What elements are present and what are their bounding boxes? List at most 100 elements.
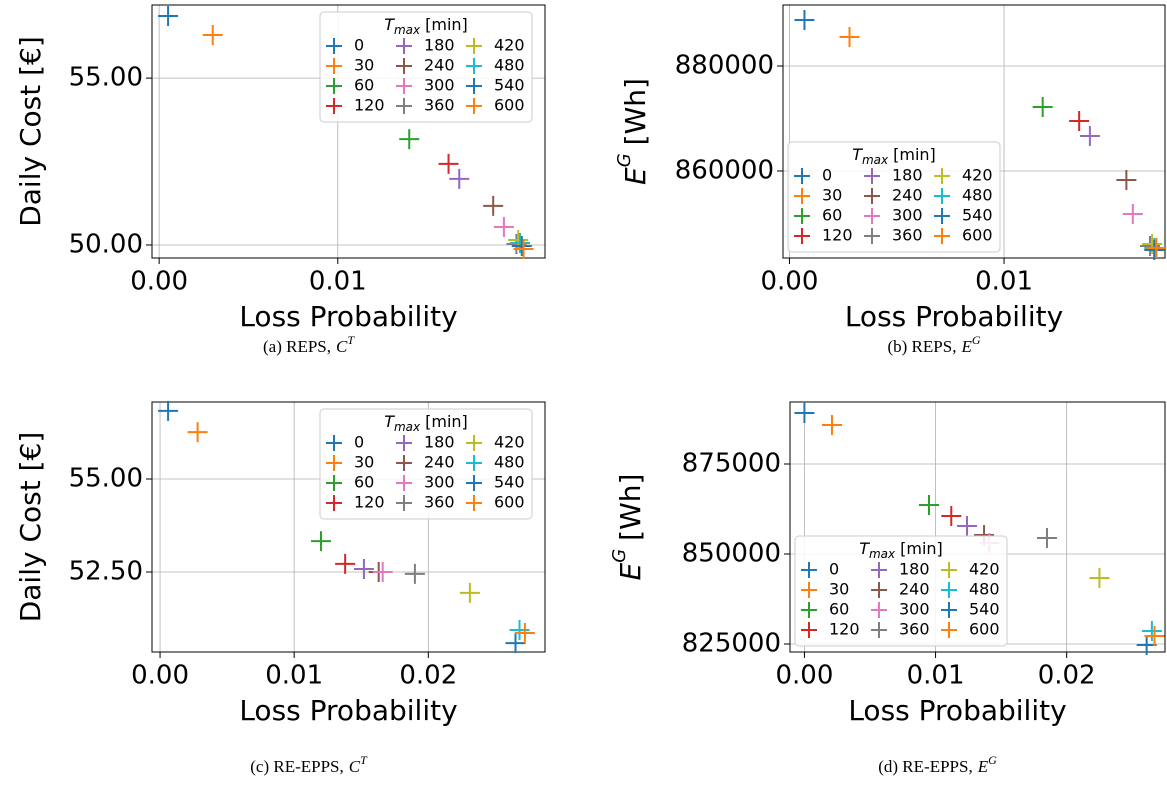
legend-label: 480 [969,580,1000,599]
point [509,620,530,641]
y-axis-label: Daily Cost [€] [14,36,47,227]
caption-text: (d) RE-EPPS, [878,757,972,776]
caption-text: (c) RE-EPPS, [250,757,344,776]
legend-title-sub: max [869,547,896,561]
legend-label: 180 [424,433,455,452]
legend-label: 30 [354,56,374,75]
legend-label: 240 [424,453,455,472]
legend-marker [934,228,950,244]
y-tick-label: 825000 [682,629,781,659]
y-axis-label: EG [Wh] [609,474,647,581]
y-tick-label: 860000 [675,156,774,186]
legend-label: 480 [494,56,525,75]
y-tick-label: 52.50 [69,557,143,587]
x-tick-label: 0.00 [775,661,833,691]
legend-label: 600 [969,620,1000,639]
y-tick-label: 50.00 [69,229,143,259]
legend-label: 120 [354,493,385,512]
caption-math: E [960,337,972,356]
legend-title: Tmax [min] [859,539,943,561]
legend-label: 240 [899,580,930,599]
point [372,562,393,583]
legend-title-sub: max [862,153,889,167]
legend-marker [396,435,412,451]
legend-title-rest: [min] [425,15,468,34]
point [839,26,860,47]
point [335,553,356,574]
legend-marker [466,455,482,471]
legend-box [787,141,1001,253]
point [821,415,842,436]
legend-marker [326,495,342,511]
legend-marker [941,602,957,618]
legend-label: 180 [424,36,455,55]
legend-box [319,11,533,123]
legend-title-main: T [384,412,395,431]
point [794,402,815,423]
point [1032,97,1053,118]
legend-label: 540 [969,600,1000,619]
point [941,505,962,526]
y-tick-label: 875000 [682,448,781,478]
legend-label: 60 [354,76,374,95]
caption-text: (a) REPS, [263,337,331,356]
legend-marker [326,435,342,451]
point [493,216,514,237]
legend-marker [864,168,880,184]
x-tick-label: 0.00 [130,267,188,297]
legend-label: 0 [829,560,839,579]
legend-marker [466,78,482,94]
legend-marker [326,58,342,74]
legend-label: 420 [969,560,1000,579]
legend-marker [941,582,957,598]
legend-box [794,535,1008,647]
point [514,623,535,644]
point [1144,240,1165,261]
legend-marker [396,475,412,491]
legend-label: 360 [892,226,923,245]
legend-label: 180 [892,166,923,185]
legend-title-sub: max [394,23,421,37]
legend-marker [466,58,482,74]
legend-label: 600 [494,493,525,512]
point [483,195,504,216]
legend-label: 240 [892,186,923,205]
plot-frame [782,4,1166,259]
legend-label: 60 [829,600,849,619]
legend-title-rest: [min] [900,539,943,558]
point [505,633,526,654]
legend-marker [871,582,887,598]
legend-label: 600 [494,96,525,115]
point [1141,621,1162,642]
legend-marker [326,455,342,471]
legend-marker [801,562,817,578]
legend-marker [941,562,957,578]
caption: (b) REPS, EG [887,333,980,356]
y-label-rest: [Wh] [619,78,652,145]
caption-sup: T [347,333,355,347]
y-label-rest: [Wh] [614,474,647,541]
point [1136,635,1157,656]
point [1089,568,1110,589]
x-tick-label: 0.01 [975,267,1033,297]
panel: 0.00 0.01 0.02 825000 850000 875000 Loss Proba… [609,401,1166,776]
x-axis-label: Loss Probability [239,694,457,727]
point [513,238,534,259]
legend-label: 0 [354,36,364,55]
legend-marker [326,475,342,491]
point [1144,626,1165,647]
legend-label: 300 [892,206,923,225]
point [399,129,420,150]
legend-label: 30 [354,453,374,472]
x-tick-label: 0.02 [1038,661,1096,691]
point [158,400,179,421]
caption: (c) RE-EPPS, CT [250,753,368,776]
legend-label: 540 [494,473,525,492]
point [511,235,532,256]
legend-marker [396,455,412,471]
point [404,563,425,584]
y-tick-label: 55.00 [69,464,143,494]
caption: (a) REPS, CT [263,333,355,356]
